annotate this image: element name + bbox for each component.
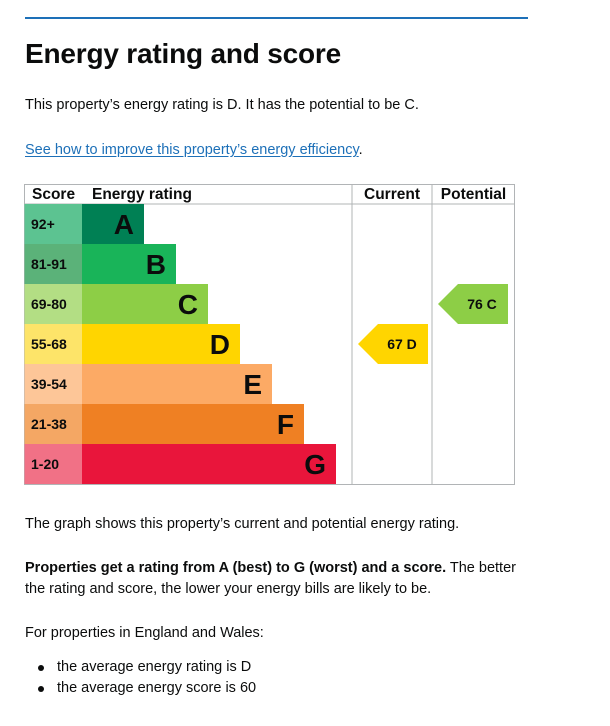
rating-bar-b [82,244,176,284]
score-label-g: 1-20 [31,456,59,472]
rating-bar-g [82,444,336,484]
rating-explanation: Properties get a rating from A (best) to… [25,558,525,600]
rating-letter-d: D [210,329,230,360]
score-cell-g [24,444,82,484]
graph-description: The graph shows this property’s current … [25,516,460,532]
rating-letter-e: E [243,369,262,400]
current-rating-label: 67 D [387,336,417,352]
score-cell-c [24,284,82,324]
list-item-average-rating: the average energy rating is D [25,657,256,678]
score-label-d: 55-68 [31,336,67,352]
score-cell-f [24,404,82,444]
section-top-rule [25,17,528,19]
header-current: Current [364,186,420,203]
current-arrow [358,324,428,364]
rating-bar-f [82,404,304,444]
page-title: Energy rating and score [25,38,341,69]
improve-efficiency-paragraph: See how to improve this property’s energ… [25,140,525,161]
header-energy-rating: Energy rating [92,186,192,203]
rating-letter-g: G [304,449,326,480]
score-label-e: 39-54 [31,376,67,392]
list-item-average-score: the average energy score is 60 [25,678,256,699]
score-cell-e [24,364,82,404]
header-potential: Potential [441,186,506,203]
potential-rating-label: 76 C [467,296,497,312]
rating-bar-d [82,324,240,364]
rating-bar-a [82,204,144,244]
score-label-b: 81-91 [31,256,67,272]
potential-arrow [438,284,508,324]
rating-explanation-bold: Properties get a rating from A (best) to… [25,560,447,576]
rating-bar-c [82,284,208,324]
england-wales-intro: For properties in England and Wales: [25,625,264,641]
rating-explanation-rest: The better the rating and score, the low… [25,560,516,597]
score-label-c: 69-80 [31,296,67,312]
score-cell-d [24,324,82,364]
rating-letter-c: C [178,289,198,320]
score-label-a: 92+ [31,216,55,232]
header-score: Score [32,186,75,203]
average-list: the average energy rating is D the avera… [25,657,256,699]
link-suffix: . [358,142,363,158]
rating-summary: This property’s energy rating is D. It h… [25,97,419,113]
score-cell-b [24,244,82,284]
improve-efficiency-link[interactable]: See how to improve this property’s energ… [25,142,359,158]
rating-letter-b: B [146,249,166,280]
energy-rating-chart: Score Energy rating Current Potential 92+ A 81… [24,184,515,485]
rating-bar-e [82,364,272,404]
score-cell-a [24,204,82,244]
score-label-f: 21-38 [31,416,67,432]
rating-letter-f: F [277,409,294,440]
rating-letter-a: A [114,209,134,240]
